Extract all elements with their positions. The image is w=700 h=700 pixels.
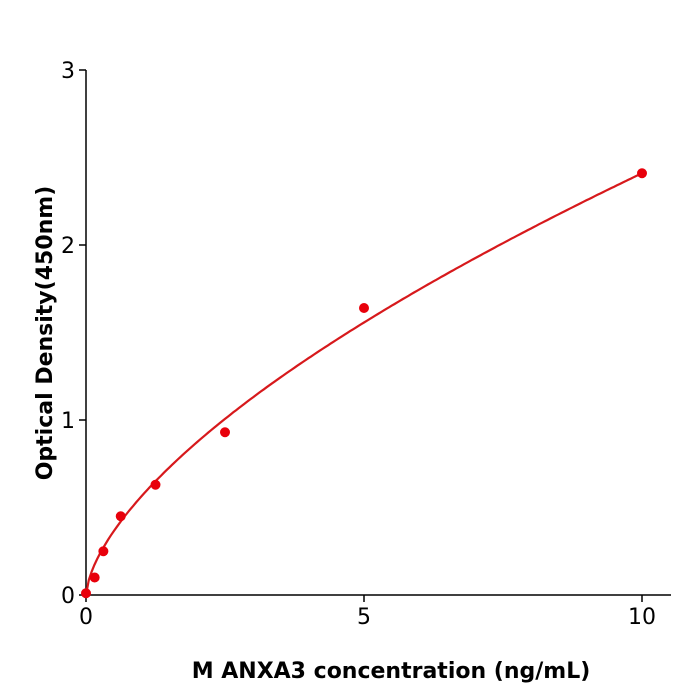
fit-curve bbox=[84, 172, 643, 596]
x-tick-label: 5 bbox=[357, 605, 371, 630]
data-point bbox=[150, 479, 161, 490]
x-tick-label: 0 bbox=[79, 605, 93, 630]
data-point bbox=[637, 168, 647, 179]
data-point bbox=[220, 427, 230, 438]
y-tick-label: 3 bbox=[61, 59, 75, 84]
data-point bbox=[359, 303, 369, 313]
x-axis-label: M ANXA3 concentration (ng/mL) bbox=[192, 659, 591, 684]
data-point bbox=[89, 572, 100, 583]
y-tick-label: 2 bbox=[61, 234, 75, 259]
data-point bbox=[81, 588, 91, 599]
y-tick-label: 1 bbox=[61, 409, 75, 434]
y-axis-label: Optical Density(450nm) bbox=[33, 186, 58, 481]
y-tick-label: 0 bbox=[61, 584, 75, 609]
x-tick-label: 10 bbox=[628, 605, 656, 630]
data-point bbox=[115, 511, 126, 522]
data-point bbox=[98, 546, 109, 557]
